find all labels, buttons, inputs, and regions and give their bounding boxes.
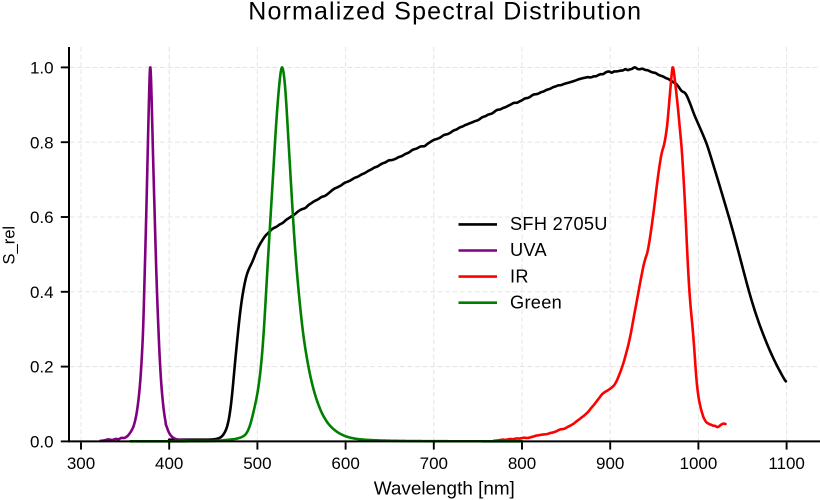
svg-text:0.2: 0.2: [30, 358, 54, 377]
svg-text:0.8: 0.8: [30, 133, 54, 152]
svg-text:800: 800: [508, 454, 536, 473]
svg-text:SFH 2705U: SFH 2705U: [510, 214, 608, 234]
svg-text:700: 700: [420, 454, 448, 473]
svg-text:IR: IR: [510, 266, 529, 286]
svg-text:900: 900: [596, 454, 624, 473]
svg-text:UVA: UVA: [510, 240, 548, 260]
svg-text:500: 500: [243, 454, 271, 473]
svg-text:1100: 1100: [768, 454, 805, 473]
svg-text:0.0: 0.0: [30, 433, 54, 452]
svg-text:Wavelength [nm]: Wavelength [nm]: [374, 479, 515, 500]
svg-text:0.4: 0.4: [30, 283, 54, 302]
svg-text:0.6: 0.6: [30, 208, 54, 227]
svg-text:300: 300: [67, 454, 95, 473]
svg-text:400: 400: [155, 454, 183, 473]
svg-text:Normalized Spectral Distributi: Normalized Spectral Distribution: [248, 0, 642, 26]
svg-text:600: 600: [331, 454, 359, 473]
svg-text:1000: 1000: [679, 454, 717, 473]
svg-text:S_rel: S_rel: [1, 226, 19, 265]
svg-text:1.0: 1.0: [30, 59, 54, 78]
svg-text:Green: Green: [510, 292, 562, 312]
